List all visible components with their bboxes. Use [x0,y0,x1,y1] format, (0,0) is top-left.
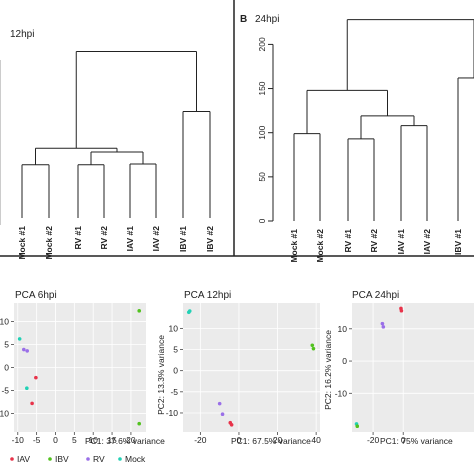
pca-x-tick-label: 0 [401,435,406,445]
pca-y-tick-label: -10 [166,408,179,418]
pca-12hpi-ylabel: PC2: 13.3% variance [156,335,166,415]
pca-y-tick-label: -10 [0,409,9,419]
dendrogram-y-tick-label: 100 [257,125,267,139]
pca-point-ibv [355,424,360,428]
pca-x-tick-label: 0 [237,435,242,445]
dendrogram-24hpi: B 24hpi 0 50 100 150 200 Mock #1 Mock #2 RV #1 R… [240,14,474,263]
pca-point-mock [25,386,29,391]
dendrogram-leaf-label: IAV #2 [151,226,161,252]
pca-24hpi-title: PCA 24hpi [352,290,399,301]
pca-plot-background [183,303,320,432]
pca-x-tick-label: -5 [33,435,41,445]
pca-y-tick-label: -10 [335,388,348,398]
pca-y-tick-label: 5 [173,345,178,355]
legend-label-rv: RV [93,454,105,464]
pca-24hpi-ylabel: PC2: 16.2% variance [323,330,333,410]
pca-y-tick-label: 0 [4,363,9,373]
pca-12hpi-title: PCA 12hpi [184,290,231,301]
pca-point-rv [22,347,26,352]
pca-x-tick-label: 20 [273,435,283,445]
dendrogram-leaf-label: Mock #2 [315,229,325,263]
pca-x-tick-label: 40 [311,435,321,445]
pca-y-tick-label: -5 [170,387,178,397]
pca-point-iav [229,423,234,427]
pca-point-ibv [137,421,142,426]
pca-x-tick-label: -20 [367,435,380,445]
dendrogram-leaf-label: Mock #1 [289,229,299,263]
pca-x-tick-label: -20 [194,435,207,445]
pca-12hpi-xlabel: PC1: 67.5% variance [231,436,311,446]
dendrogram-12hpi: 12hpi Mock #1 Mock #2 RV #1 RV #2 IAV #1 IAV … [0,29,215,260]
pca-point-iav [30,401,34,406]
pca-x-tick-label: -10 [12,435,25,445]
pca-y-tick-label: -5 [1,386,9,396]
dendrogram-leaf-label: IAV #1 [396,229,406,255]
pca-y-tick-label: 0 [342,356,347,366]
dendrogram-y-tick-label: 0 [257,218,267,223]
dendrogram-leaf-label: IBV #2 [205,226,215,252]
pca-12hpi-panel: PCA 12hpi PC1: 67.5% variance PC2: 13.3%… [156,290,321,446]
pca-point-iav [399,308,404,313]
pca-y-tick-label: 0 [173,366,178,376]
pca-point-ibv [310,343,315,348]
pca-plot-background [352,303,474,432]
legend-label-iav: IAV [17,454,30,464]
pca-point-mock [186,310,191,315]
dendrogram-leaf-label: IBV #1 [453,229,463,255]
pca-x-tick-label: 10 [88,435,98,445]
pca-point-iav [34,375,38,380]
legend-label-ibv: IBV [55,454,69,464]
pca-point-ibv [311,346,316,351]
legend-marker-rv [86,457,90,461]
pca-point-rv [380,321,385,326]
dendrogram-leaf-label: RV #1 [343,229,353,253]
pca-y-tick-label: 10 [169,323,179,333]
legend-marker-iav [10,457,14,461]
dendrogram-y-tick-label: 150 [257,81,267,95]
pca-point-mock [17,337,22,341]
pca-x-tick-label: 0 [53,435,58,445]
dendrogram-leaf-label: Mock #2 [44,226,54,260]
pca-24hpi-panel: PCA 24hpi PC1: 75% variance PC2: 16.2% v… [323,290,474,446]
pca-6hpi-title: PCA 6hpi [15,290,57,301]
dendrogram-leaf-label: Mock #1 [17,226,27,260]
legend-marker-mock [118,457,122,461]
pca-24hpi-xlabel: PC1: 75% variance [380,436,453,446]
pca-y-tick-label: 5 [4,339,9,349]
dendrogram-leaf-label: IAV #1 [125,226,135,252]
dendrogram-leaf-label: RV #1 [73,226,83,250]
pca-point-rv [381,325,386,329]
pca-point-rv [25,349,30,353]
pca-x-tick-label: 15 [107,435,117,445]
dendrogram-y-tick-label: 200 [257,37,267,51]
dendrogram-24hpi-title: 24hpi [255,14,279,25]
pca-point-ibv [137,309,142,313]
pca-y-tick-label: 10 [338,324,348,334]
pca-x-tick-label: 20 [126,435,136,445]
legend-label-mock: Mock [125,454,146,464]
dendrogram-leaf-label: IBV #1 [178,226,188,252]
dendrogram-y-tick-label: 50 [257,172,267,182]
dendrogram-leaf-label: RV #2 [99,226,109,250]
pca-y-tick-label: 10 [0,316,9,326]
dendrogram-12hpi-title: 12hpi [10,29,34,40]
panel-letter-b: B [240,14,247,25]
pca-x-tick-label: 5 [72,435,77,445]
legend-marker-ibv [48,457,52,461]
pca-6hpi-panel: PCA 6hpi PC1: 37.6% variance -10 -5 0 5 10 15… [0,290,165,446]
pca-point-rv [220,412,225,417]
dendrogram-leaf-label: IAV #2 [422,229,432,255]
pca-6hpi-xlabel: PC1: 37.6% variance [85,436,165,446]
pca-legend: IAV IBV RV Mock [10,454,146,464]
pca-point-rv [217,401,222,406]
dendrogram-leaf-label: RV #2 [369,229,379,253]
